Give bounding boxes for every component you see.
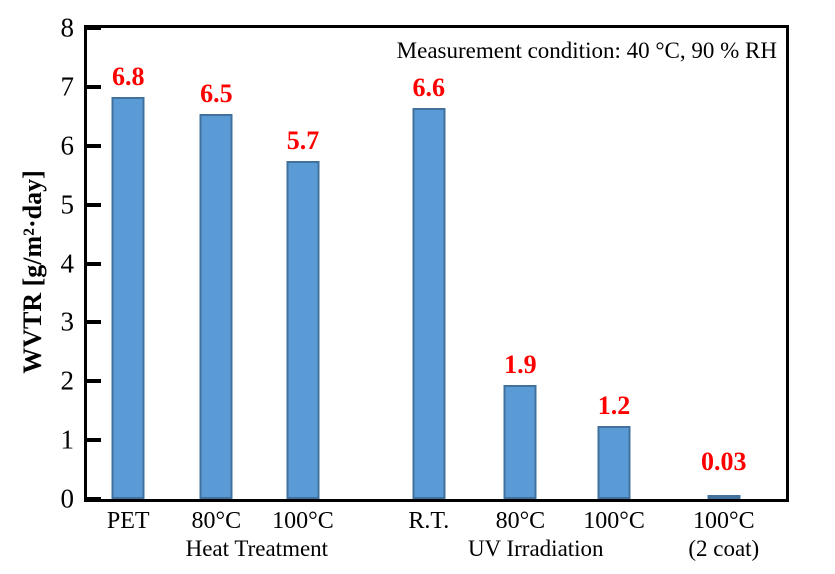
bar xyxy=(597,426,631,499)
x-category-label: 100°C xyxy=(583,508,645,534)
x-group-label: UV Irradiation xyxy=(467,536,604,561)
y-axis-tick xyxy=(87,143,101,148)
bar-value-label: 1.9 xyxy=(504,350,537,380)
y-axis-tick-label: 4 xyxy=(60,248,75,278)
bar xyxy=(503,385,537,499)
y-axis-tick xyxy=(87,497,101,501)
bar xyxy=(286,161,320,499)
bar-value-label: 5.7 xyxy=(286,126,320,156)
bar xyxy=(199,114,233,499)
x-category-label: PET xyxy=(106,508,150,534)
y-axis-tick xyxy=(87,26,101,30)
bar-value-label: 6.6 xyxy=(412,73,446,103)
x-category-label: 80°C xyxy=(191,508,242,534)
y-axis-title: WVTR [g/m²·day] xyxy=(18,170,47,374)
bar-value-label: 0.03 xyxy=(701,447,747,476)
y-axis-tick-label: 5 xyxy=(60,189,75,220)
plot-area: Measurement condition: 40 °C, 90 % RH 0 1… xyxy=(61,14,789,560)
x-category-label: 100°C xyxy=(692,508,755,534)
y-axis-tick-label: 0 xyxy=(60,483,75,514)
y-axis-tick xyxy=(87,84,101,89)
y-axis-tick xyxy=(87,379,101,384)
x-category-label: R.T. xyxy=(408,508,450,534)
y-axis-tick-label: 1 xyxy=(60,424,75,455)
y-axis-tick xyxy=(87,261,101,266)
y-axis-tick xyxy=(87,202,101,207)
y-axis-tick xyxy=(87,438,101,443)
y-axis-tick-label: 8 xyxy=(60,12,75,43)
bar xyxy=(707,495,741,499)
x-category-label: 100°C xyxy=(272,508,334,534)
y-axis-tick-label: 3 xyxy=(60,306,75,337)
x-group-label: Heat Treatment xyxy=(185,536,329,561)
y-axis-tick-label: 6 xyxy=(60,130,75,161)
bar xyxy=(111,96,145,499)
bar xyxy=(412,108,446,499)
x-category-label: 80°C xyxy=(495,508,546,534)
x-group-label: (2 coat) xyxy=(688,536,760,561)
y-axis-tick-label: 2 xyxy=(60,365,75,396)
measurement-condition-annotation: Measurement condition: 40 °C, 90 % RH xyxy=(396,38,777,63)
bar-value-label: 6.5 xyxy=(200,79,233,109)
y-axis-tick xyxy=(87,320,101,325)
bar-value-label: 1.2 xyxy=(597,391,631,421)
y-axis-tick-label: 7 xyxy=(60,71,75,102)
bar-value-label: 6.8 xyxy=(111,61,145,91)
